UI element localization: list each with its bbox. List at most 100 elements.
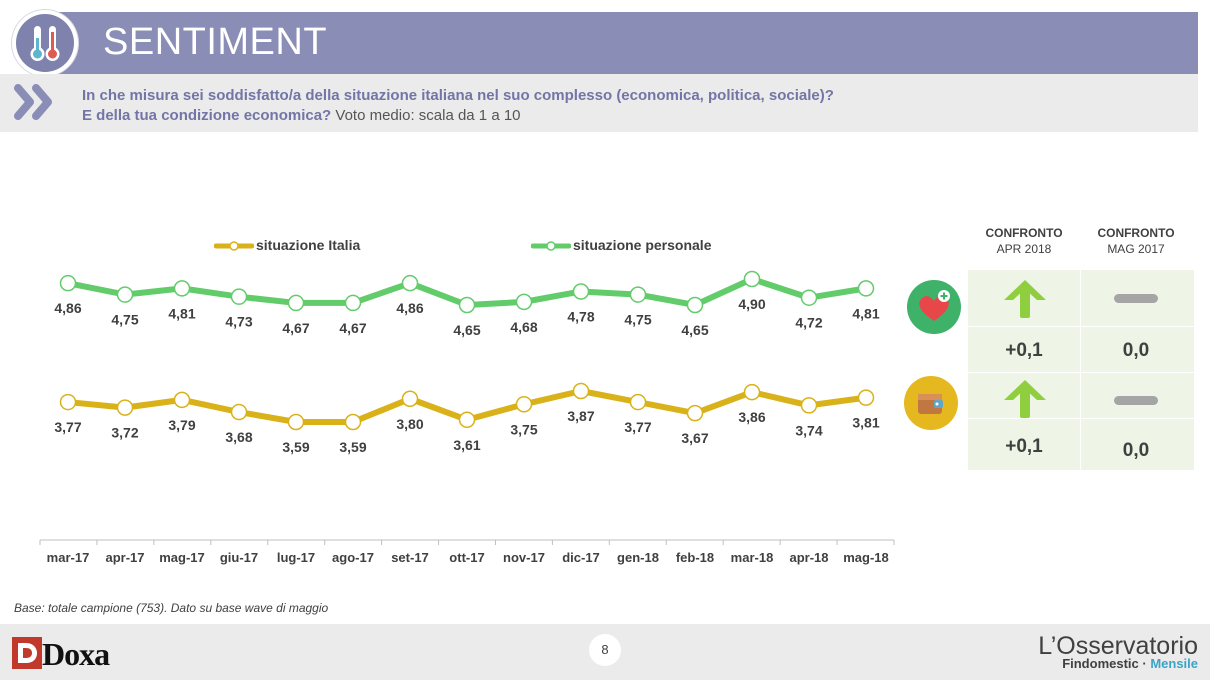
no-change-dash bbox=[1114, 396, 1158, 405]
x-tick-label: mar-17 bbox=[47, 550, 90, 565]
page-title: SENTIMENT bbox=[103, 21, 328, 63]
no-change-dash bbox=[1114, 294, 1158, 303]
data-point bbox=[230, 403, 248, 421]
x-tick-label: nov-17 bbox=[503, 550, 545, 565]
legend-personale-swatch bbox=[531, 241, 571, 252]
data-label: 3,86 bbox=[738, 409, 765, 425]
data-label: 3,81 bbox=[852, 415, 879, 431]
delta-apr-personale: +0,1 bbox=[1005, 340, 1043, 361]
up-arrow-icon bbox=[1004, 380, 1046, 418]
data-label: 4,68 bbox=[510, 319, 537, 335]
legend-italia-swatch bbox=[214, 241, 254, 252]
x-tick-label: mar-18 bbox=[731, 550, 774, 565]
osservatorio-logo: L’Osservatorio bbox=[1038, 632, 1198, 660]
data-point bbox=[743, 383, 761, 401]
data-label: 3,61 bbox=[453, 437, 480, 453]
question-text: In che misura sei soddisfatto/a della si… bbox=[82, 87, 834, 104]
data-point bbox=[800, 397, 818, 414]
data-point bbox=[515, 396, 533, 413]
data-point bbox=[800, 289, 818, 306]
data-label: 3,75 bbox=[510, 421, 537, 437]
doxa-logo-text: Doxa bbox=[42, 636, 110, 672]
x-tick-label: set-17 bbox=[391, 550, 429, 565]
delta-apr-italia: +0,1 bbox=[1005, 436, 1043, 457]
data-label: 4,81 bbox=[852, 305, 879, 321]
data-label: 3,77 bbox=[624, 419, 651, 435]
data-point bbox=[116, 286, 134, 303]
x-tick-label: lug-17 bbox=[277, 550, 315, 565]
findomestic-mensile: Findomestic · Mensile bbox=[1062, 656, 1198, 671]
data-point bbox=[629, 286, 647, 303]
doxa-logo-icon bbox=[12, 637, 42, 674]
comparison-table: +0,1 0,0 +0,1 0,0 bbox=[968, 270, 1194, 470]
x-tick-label: apr-17 bbox=[105, 550, 144, 565]
header-bar bbox=[40, 12, 1198, 74]
data-label: 4,75 bbox=[624, 312, 651, 328]
data-label: 4,67 bbox=[282, 320, 309, 336]
data-point bbox=[629, 393, 647, 411]
data-label: 3,59 bbox=[339, 439, 366, 455]
data-label: 3,72 bbox=[111, 425, 138, 441]
data-label: 4,75 bbox=[111, 312, 138, 328]
data-point bbox=[458, 296, 476, 314]
data-point bbox=[515, 293, 533, 311]
data-label: 4,67 bbox=[339, 320, 366, 336]
x-tick-label: mag-18 bbox=[843, 550, 889, 565]
data-label: 4,86 bbox=[396, 300, 423, 316]
thermometer-icon bbox=[16, 14, 74, 72]
data-point bbox=[572, 382, 590, 400]
data-point bbox=[401, 274, 419, 292]
data-label: 3,67 bbox=[681, 430, 708, 446]
question-subtext: E della tua condizione economica? Voto m… bbox=[82, 107, 521, 124]
data-label: 3,68 bbox=[225, 429, 252, 445]
data-point bbox=[287, 294, 305, 312]
double-chevron-icon bbox=[14, 84, 60, 125]
base-note: Base: totale campione (753). Dato su bas… bbox=[14, 601, 329, 615]
data-point bbox=[230, 288, 248, 305]
legend-italia-label: situazione Italia bbox=[256, 237, 361, 253]
data-point bbox=[59, 393, 77, 411]
data-point bbox=[344, 294, 362, 312]
data-point bbox=[458, 411, 476, 429]
data-point bbox=[686, 296, 704, 314]
data-label: 3,79 bbox=[168, 417, 195, 433]
data-point bbox=[116, 399, 134, 416]
data-label: 3,80 bbox=[396, 416, 423, 432]
x-tick-label: dic-17 bbox=[562, 550, 600, 565]
x-tick-label: giu-17 bbox=[220, 550, 258, 565]
x-tick-label: apr-18 bbox=[789, 550, 828, 565]
x-tick-label: gen-18 bbox=[617, 550, 659, 565]
question-band bbox=[0, 74, 1198, 132]
data-point bbox=[857, 280, 875, 297]
data-label: 4,73 bbox=[225, 314, 252, 330]
data-label: 4,86 bbox=[54, 300, 81, 316]
delta-mag-personale: 0,0 bbox=[1122, 340, 1150, 361]
legend-personale: situazione personale bbox=[531, 237, 711, 253]
heart-icon bbox=[907, 280, 961, 334]
up-arrow-icon bbox=[1004, 280, 1046, 318]
x-tick-label: feb-18 bbox=[676, 550, 714, 565]
data-point bbox=[572, 283, 590, 300]
data-point bbox=[344, 413, 362, 431]
page-number: 8 bbox=[589, 634, 621, 666]
data-label: 4,81 bbox=[168, 305, 195, 321]
comparison-header-mag: CONFRONTO MAG 2017 bbox=[1097, 226, 1175, 256]
data-label: 3,77 bbox=[54, 419, 81, 435]
data-label: 4,72 bbox=[795, 315, 822, 331]
data-point bbox=[686, 404, 704, 422]
data-label: 4,65 bbox=[453, 322, 480, 338]
data-point bbox=[59, 274, 77, 292]
data-point bbox=[857, 389, 875, 406]
data-point bbox=[173, 391, 191, 409]
data-label: 3,74 bbox=[795, 422, 822, 438]
data-point bbox=[743, 270, 761, 288]
data-label: 4,65 bbox=[681, 322, 708, 338]
legend-italia: situazione Italia bbox=[214, 237, 360, 253]
data-label: 3,87 bbox=[567, 408, 594, 424]
data-label: 3,59 bbox=[282, 439, 309, 455]
data-point bbox=[173, 280, 191, 297]
wallet-icon bbox=[904, 376, 958, 430]
x-tick-label: ago-17 bbox=[332, 550, 374, 565]
data-label: 4,78 bbox=[567, 308, 594, 324]
data-point bbox=[287, 413, 305, 431]
